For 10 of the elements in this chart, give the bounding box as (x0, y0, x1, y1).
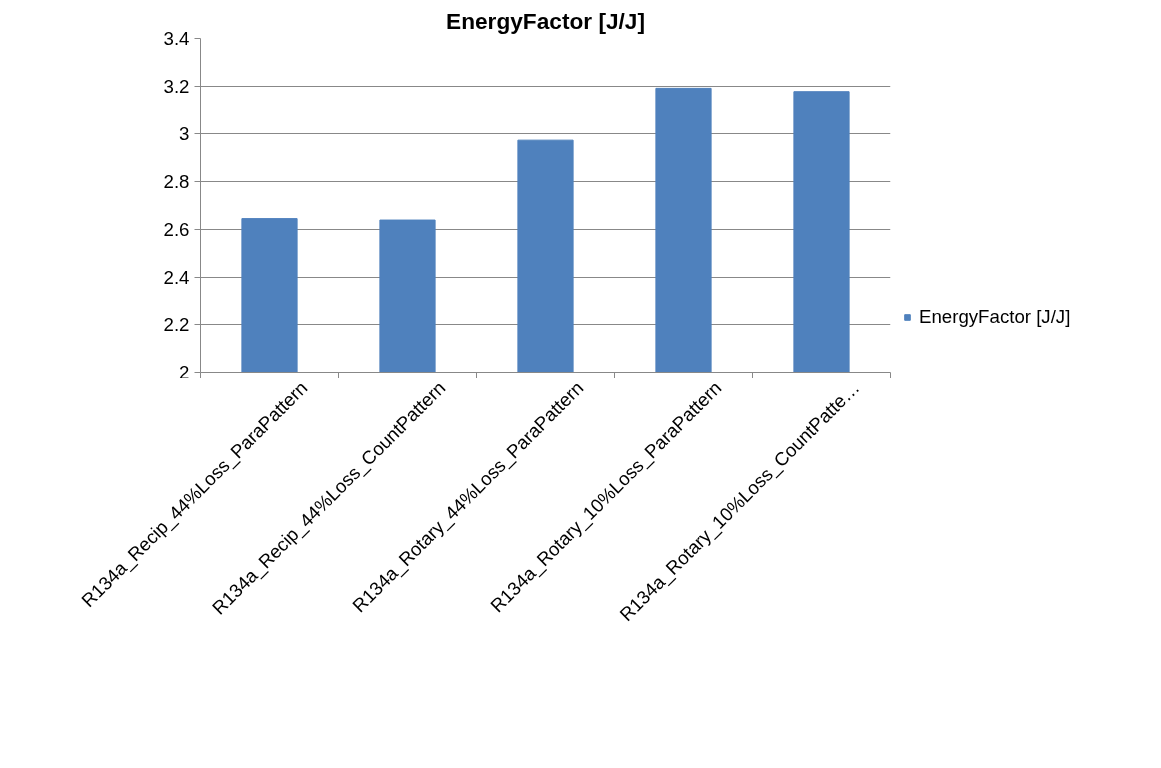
y-tick-label: 2 (179, 361, 190, 383)
legend-label: EnergyFactor [J/J] (919, 306, 1071, 328)
y-tick-label: 2.8 (163, 171, 190, 193)
y-tick-label: 3.2 (163, 75, 190, 97)
y-tick-label: 2.2 (163, 314, 190, 336)
y-tick-label: 2.4 (163, 266, 190, 288)
y-tick-label: 2.6 (163, 218, 190, 240)
y-tick-label: 3 (179, 123, 190, 145)
y-tick-label: 3.4 (163, 28, 190, 49)
chart-title: EnergyFactor [J/J] (446, 7, 645, 34)
